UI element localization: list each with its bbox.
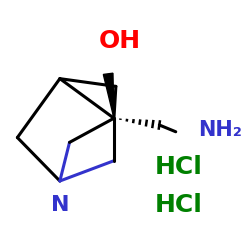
Text: OH: OH	[99, 28, 141, 52]
Text: HCl: HCl	[155, 193, 202, 217]
Text: N: N	[50, 196, 69, 216]
Polygon shape	[103, 73, 114, 118]
Text: NH₂: NH₂	[198, 120, 242, 140]
Text: HCl: HCl	[155, 154, 202, 178]
